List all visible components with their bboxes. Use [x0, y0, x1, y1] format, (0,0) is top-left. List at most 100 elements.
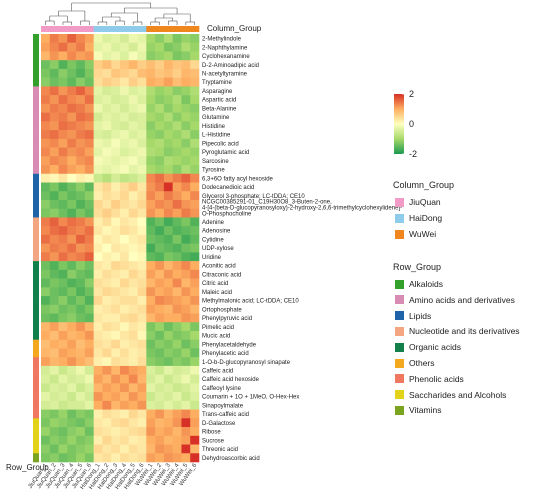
heatmap-cell: [146, 322, 156, 332]
heatmap-cell: [93, 374, 103, 384]
heatmap-cell: [102, 409, 112, 419]
heatmap-cell: [181, 34, 191, 44]
heatmap-cell: [172, 217, 182, 227]
row-annotation-cell: [33, 348, 39, 358]
heatmap-cell: [84, 374, 94, 384]
heatmap-cell: [67, 243, 77, 253]
row-annotation-cell: [33, 313, 39, 323]
heatmap-cell: [84, 77, 94, 87]
heatmap-cell: [67, 400, 77, 410]
heatmap-cell: [93, 226, 103, 236]
heatmap-cell: [137, 392, 147, 402]
heatmap-cell: [172, 304, 182, 314]
heatmap-cell: [93, 339, 103, 349]
heatmap-cell: [155, 339, 165, 349]
row-annotation-cell: [33, 444, 39, 454]
heatmap-cell: [181, 400, 191, 410]
heatmap-cell: [120, 339, 130, 349]
heatmap-cell: [41, 42, 51, 52]
heatmap-cell: [84, 34, 94, 44]
heatmap-cell: [172, 427, 182, 437]
heatmap-cell: [163, 77, 173, 87]
row-label: L-Histidine: [202, 133, 231, 139]
heatmap-cell: [128, 287, 138, 297]
heatmap-cell: [111, 427, 121, 437]
heatmap-cell: [102, 261, 112, 271]
heatmap-cell: [163, 313, 173, 323]
heatmap-cell: [146, 392, 156, 402]
heatmap-cell: [58, 427, 68, 437]
row-label: Pyroglutamic acid: [202, 150, 249, 156]
heatmap-cell: [172, 103, 182, 113]
heatmap-cell: [137, 226, 147, 236]
heatmap-cell: [41, 147, 51, 157]
heatmap-cell: [120, 348, 130, 358]
heatmap-cell: [128, 147, 138, 157]
heatmap-cell: [84, 409, 94, 419]
row-label: Caffeic acid hexoside: [202, 377, 260, 383]
heatmap-cell: [41, 217, 51, 227]
heatmap-cell: [181, 51, 191, 61]
heatmap-cell: [76, 51, 86, 61]
heatmap-cell: [58, 400, 68, 410]
heatmap-cell: [155, 400, 165, 410]
row-label: Sarcosine: [202, 159, 229, 165]
heatmap-cell: [120, 95, 130, 105]
row-group-legend-item: Vitamins: [395, 405, 441, 415]
heatmap-cell: [155, 42, 165, 52]
heatmap-cell: [67, 60, 77, 70]
heatmap-cell: [190, 121, 200, 131]
heatmap-cell: [58, 261, 68, 271]
heatmap-cell: [93, 252, 103, 262]
heatmap-cell: [67, 252, 77, 262]
heatmap-cell: [41, 208, 51, 218]
heatmap-cell: [163, 418, 173, 428]
heatmap-cell: [49, 60, 59, 70]
row-annotation-cell: [33, 330, 39, 341]
row-annotation-cell: [33, 217, 39, 227]
heatmap-cell: [102, 156, 112, 166]
heatmap-cell: [41, 60, 51, 70]
row-label: O-Phosphocholine: [202, 211, 252, 217]
heatmap-cell: [163, 252, 173, 262]
heatmap-cell: [102, 138, 112, 148]
heatmap-cell: [128, 103, 138, 113]
heatmap-cell: [181, 278, 191, 288]
heatmap-cell: [146, 77, 156, 87]
heatmap-cell: [163, 173, 173, 183]
heatmap-cell: [190, 173, 200, 183]
legend-label: JiuQuan: [409, 197, 441, 207]
heatmap-cell: [137, 374, 147, 384]
heatmap-cell: [93, 348, 103, 358]
heatmap-cell: [84, 313, 94, 323]
heatmap-cell: [84, 208, 94, 218]
heatmap-cell: [163, 392, 173, 402]
heatmap-cell: [93, 34, 103, 44]
heatmap-cell: [172, 42, 182, 52]
heatmap-cell: [84, 392, 94, 402]
heatmap-cell: [102, 34, 112, 44]
row-annotation-cell: [33, 383, 39, 393]
heatmap-cell: [163, 330, 173, 341]
heatmap-cell: [84, 103, 94, 113]
heatmap-cell: [58, 392, 68, 402]
heatmap-cell: [146, 156, 156, 166]
heatmap-cell: [120, 226, 130, 236]
heatmap-cell: [58, 287, 68, 297]
heatmap-cell: [58, 226, 68, 236]
row-label: Pimelic acid: [202, 325, 234, 331]
heatmap-cell: [93, 296, 103, 306]
heatmap-cell: [120, 156, 130, 166]
heatmap-cell: [84, 330, 94, 341]
heatmap-cell: [181, 199, 191, 209]
row-annotation-cell: [33, 427, 39, 437]
heatmap-cell: [49, 165, 59, 175]
heatmap-cell: [67, 34, 77, 44]
heatmap-cell: [58, 165, 68, 175]
heatmap-cell: [146, 51, 156, 61]
row-label: Citraconic acid: [202, 272, 241, 278]
heatmap-cell: [190, 435, 200, 445]
heatmap-cell: [137, 103, 147, 113]
heatmap-cell: [163, 444, 173, 454]
heatmap-cell: [76, 278, 86, 288]
